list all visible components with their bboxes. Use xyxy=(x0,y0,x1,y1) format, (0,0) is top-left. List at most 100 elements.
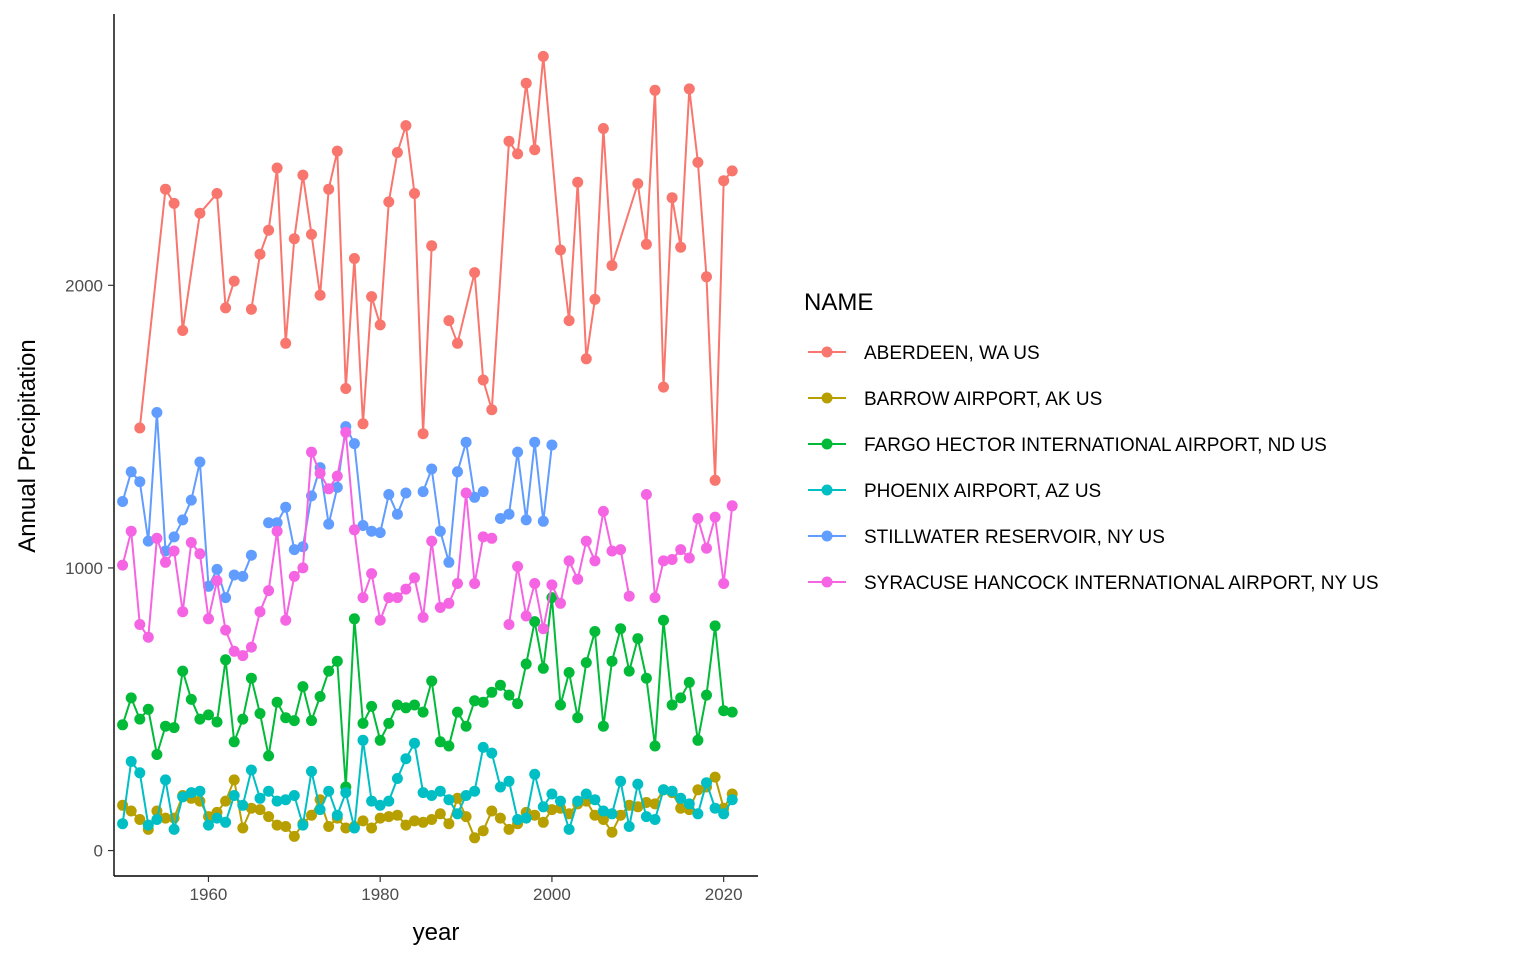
legend-label: SYRACUSE HANCOCK INTERNATIONAL AIRPORT, … xyxy=(864,573,1379,594)
legend: NAME ABERDEEN, WA US BARROW AIRPORT, AK U… xyxy=(804,289,1379,594)
x-axis-title: year xyxy=(413,919,460,946)
data-point xyxy=(374,319,386,331)
data-point xyxy=(340,822,352,834)
data-point xyxy=(194,548,206,560)
data-point xyxy=(263,585,275,597)
data-point xyxy=(683,676,695,688)
data-point xyxy=(306,765,317,777)
data-point xyxy=(718,578,730,589)
data-point xyxy=(366,795,378,807)
data-point xyxy=(675,792,687,804)
data-point xyxy=(125,756,137,767)
data-point xyxy=(374,799,386,811)
data-point xyxy=(142,631,154,643)
data-point xyxy=(709,474,721,486)
data-point xyxy=(280,794,292,806)
data-point xyxy=(701,689,712,701)
data-point xyxy=(288,790,300,801)
data-point xyxy=(168,531,180,543)
data-point xyxy=(383,795,395,807)
legend-item: PHOENIX AIRPORT, AZ US xyxy=(808,481,1101,502)
data-point xyxy=(228,790,240,801)
data-point xyxy=(537,801,549,813)
legend-swatch-marker xyxy=(821,576,833,588)
data-point xyxy=(366,291,378,303)
data-point xyxy=(555,795,566,807)
data-point xyxy=(177,791,189,803)
data-point xyxy=(426,240,438,252)
data-point xyxy=(228,569,240,581)
data-point xyxy=(529,578,541,589)
data-point xyxy=(117,496,129,507)
data-point xyxy=(409,699,420,711)
data-point xyxy=(615,775,627,787)
data-point xyxy=(366,525,378,537)
data-point xyxy=(271,696,283,708)
data-point xyxy=(383,196,395,208)
data-point xyxy=(117,719,129,731)
data-point xyxy=(237,570,249,582)
data-point xyxy=(606,826,618,838)
x-tick-label: 2000 xyxy=(533,885,571,904)
data-point xyxy=(391,773,403,784)
data-point xyxy=(280,337,292,349)
data-point xyxy=(597,505,609,517)
data-point xyxy=(348,613,360,625)
data-point xyxy=(383,489,395,500)
data-point xyxy=(125,805,137,817)
data-point xyxy=(649,592,661,604)
series-4 xyxy=(117,407,558,604)
data-point xyxy=(537,515,549,527)
data-point xyxy=(503,823,515,835)
data-point xyxy=(460,436,472,448)
legend-item: ABERDEEN, WA US xyxy=(808,343,1040,364)
data-point xyxy=(606,260,618,271)
data-point xyxy=(589,293,601,305)
data-point xyxy=(391,809,403,821)
data-point xyxy=(357,815,369,827)
data-point xyxy=(400,819,412,831)
data-point xyxy=(271,819,283,831)
data-point xyxy=(546,439,558,451)
data-point xyxy=(512,148,524,160)
data-point xyxy=(683,552,695,564)
data-point xyxy=(409,188,420,199)
data-point xyxy=(306,715,317,727)
data-point xyxy=(494,679,506,691)
data-point xyxy=(194,456,206,468)
data-point xyxy=(726,706,738,718)
data-point xyxy=(245,549,257,561)
data-point xyxy=(426,790,438,801)
data-point xyxy=(683,83,695,95)
data-point xyxy=(623,665,635,677)
data-point xyxy=(314,804,326,816)
data-point xyxy=(348,253,360,264)
data-point xyxy=(452,337,463,349)
data-point xyxy=(211,812,223,824)
data-point xyxy=(374,527,386,539)
data-point xyxy=(263,811,275,823)
data-point xyxy=(211,716,223,728)
data-point xyxy=(134,713,146,725)
data-point xyxy=(640,238,652,250)
data-point xyxy=(469,267,481,279)
data-point xyxy=(555,699,566,711)
data-point xyxy=(323,665,335,677)
data-point xyxy=(142,819,154,831)
data-point xyxy=(597,805,609,817)
data-point xyxy=(580,657,592,669)
data-point xyxy=(537,623,549,635)
data-point xyxy=(220,592,232,604)
data-point xyxy=(658,381,669,393)
data-point xyxy=(203,709,214,721)
data-point xyxy=(563,667,575,678)
data-point xyxy=(469,578,481,589)
data-point xyxy=(323,483,335,495)
legend-item: BARROW AIRPORT, AK US xyxy=(808,389,1102,410)
data-point xyxy=(220,816,232,828)
data-point xyxy=(692,734,704,746)
data-point xyxy=(357,592,369,604)
data-point xyxy=(237,713,249,725)
data-point xyxy=(245,764,257,776)
